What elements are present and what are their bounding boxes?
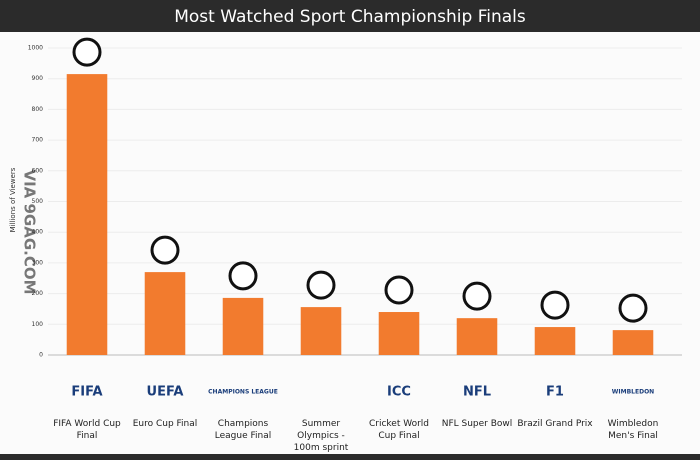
y-tick-label: 600 [32,167,44,174]
bar [456,318,498,355]
x-tick-label: Brazil Grand Prix [517,419,593,429]
x-tick-label: Cricket World Cup Final [368,419,430,441]
logo-text: NFL [463,385,491,400]
sport-icon [150,235,180,265]
sport-icon [228,261,258,291]
watermark: VIA 9GAG.COM [21,169,39,294]
y-tick-label: 800 [32,106,44,113]
logo-text: WIMBLEDON [612,389,654,396]
y-tick-label: 700 [32,137,44,144]
x-tick-label: FIFA World Cup Final [53,419,121,441]
header-bar [0,0,700,32]
sport-icon [72,37,102,67]
y-tick-label: 400 [32,229,44,236]
x-tick-label: Euro Cup Final [132,419,198,429]
y-tick-label: 1000 [28,45,43,52]
logo-text: F1 [546,385,564,400]
bar [222,297,264,355]
logo-text: UEFA [147,385,184,400]
sport-icon [384,275,414,305]
logo-text: CHAMPIONS LEAGUE [208,389,278,396]
y-axis-label: Millions of Viewers [9,167,17,232]
x-tick-label: Champions League Final [214,419,272,441]
sport-icon [540,290,570,320]
chart-title: Most Watched Sport Championship Finals [174,7,526,27]
y-tick-label: 900 [32,75,44,82]
bar [66,74,108,355]
y-tick-label: 300 [32,259,44,266]
y-tick-label: 500 [32,198,44,205]
bar [144,272,186,355]
x-tick-label: NFL Super Bowl [441,419,513,429]
sport-icon [306,270,336,300]
bar [300,307,342,355]
x-tick-label: Summer Olympics - 100m sprint [293,419,349,453]
bar [612,330,654,355]
y-tick-label: 0 [39,352,43,359]
y-tick-label: 200 [32,290,44,297]
logo-text: ICC [387,385,411,400]
bar [378,312,420,355]
y-tick-label: 100 [32,321,44,328]
sport-icon [618,293,648,323]
sport-icon [462,281,492,311]
x-tick-label: Wimbledon Men's Final [607,419,659,441]
logo-text: FIFA [71,385,102,400]
bar [534,327,576,355]
footer-bar [0,454,700,460]
